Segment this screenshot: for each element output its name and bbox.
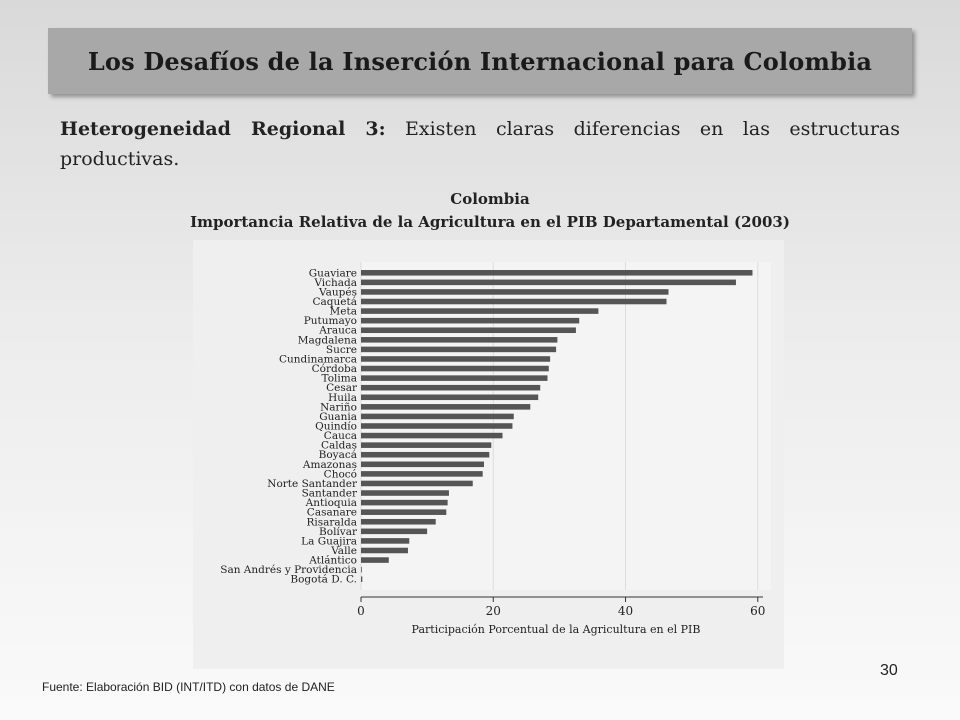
- category-label: Tolima: [322, 373, 357, 385]
- bar: [361, 538, 410, 544]
- category-label: Vichada: [313, 277, 357, 289]
- category-label: Bolívar: [319, 526, 358, 538]
- slide-title-bar: Los Desafíos de la Inserción Internacion…: [48, 28, 912, 94]
- bar: [361, 423, 513, 429]
- category-label: Putumayo: [304, 315, 357, 327]
- bar: [361, 471, 483, 477]
- category-label: Guaviare: [309, 267, 357, 279]
- bar: [361, 499, 448, 506]
- bar: [361, 308, 599, 314]
- bar: [361, 337, 558, 343]
- source-note: Fuente: Elaboración BID (INT/ITD) con da…: [42, 680, 335, 694]
- category-label: Nariño: [320, 401, 357, 413]
- bar: [361, 356, 551, 362]
- intro-text: Existen claras diferencias en las estruc…: [60, 118, 900, 170]
- bar: [361, 528, 428, 535]
- category-label: Valle: [330, 545, 357, 557]
- category-label: Huila: [328, 392, 357, 404]
- category-label: Bogotá D. C.: [290, 574, 357, 586]
- category-label: Casanare: [307, 507, 357, 519]
- category-label: Quindío: [315, 421, 357, 433]
- x-tick-label: 0: [357, 604, 365, 618]
- bar: [361, 432, 503, 439]
- x-tick-label: 20: [486, 604, 501, 618]
- category-label: Meta: [330, 306, 357, 318]
- bar: [361, 451, 490, 458]
- category-label: Caldas: [321, 440, 357, 452]
- category-label: Antioquia: [305, 497, 357, 509]
- bar: [361, 375, 548, 381]
- bar: [361, 576, 363, 582]
- category-label: Magdalena: [298, 334, 357, 346]
- category-label: Risaralda: [306, 516, 357, 528]
- category-label: Guania: [319, 411, 357, 423]
- bar: [361, 566, 362, 573]
- bar: [361, 442, 492, 448]
- bar: [361, 317, 580, 324]
- bar: [361, 518, 436, 525]
- category-label: Chocó: [324, 468, 357, 480]
- chart-title: Colombia: [450, 190, 530, 208]
- bar-chart: GuaviareVichadaVaupésCaquetáMetaPutumayo…: [220, 262, 771, 636]
- category-label: Cesar: [326, 382, 358, 394]
- bar: [361, 461, 484, 468]
- category-label: Santander: [302, 488, 358, 500]
- x-tick-label: 40: [618, 604, 633, 618]
- bar: [361, 346, 557, 353]
- category-label: Cundinamarca: [279, 353, 357, 365]
- bar: [361, 509, 447, 515]
- bar: [361, 270, 753, 276]
- bar: [361, 289, 669, 295]
- category-label: La Guajira: [301, 535, 357, 547]
- x-tick-label: 60: [750, 604, 765, 618]
- category-label: Norte Santander: [267, 478, 358, 490]
- bar: [361, 365, 549, 372]
- intro-bold-label: Heterogeneidad Regional 3:: [60, 118, 386, 140]
- category-label: Arauca: [318, 325, 357, 337]
- page-number: 30: [880, 662, 898, 679]
- chart-area: Guaviare Vichada Vaupés Caquetá Meta Putumayo…: [193, 240, 784, 669]
- bar: [361, 404, 531, 410]
- bar: [361, 384, 541, 391]
- bar: [361, 279, 736, 286]
- category-label: Córdoba: [312, 363, 357, 375]
- x-axis-title: Participación Porcentual de la Agricultu…: [412, 623, 701, 636]
- bar: [361, 394, 539, 401]
- bar: [361, 547, 408, 554]
- category-label: Vaupés: [318, 286, 357, 298]
- category-label: Boyacá: [319, 449, 357, 461]
- slide-title: Los Desafíos de la Inserción Internacion…: [87, 46, 873, 76]
- bar: [361, 480, 473, 487]
- category-label: Cauca: [324, 430, 357, 442]
- category-label: Atlántico: [308, 555, 357, 567]
- category-label: Sucre: [326, 344, 357, 356]
- category-label: Caquetá: [313, 296, 357, 308]
- category-label: San Andrés y Providencia: [220, 564, 357, 576]
- chart-subtitle: Importancia Relativa de la Agricultura e…: [190, 213, 790, 231]
- bar: [361, 490, 449, 496]
- bar: [361, 557, 389, 563]
- bar: [361, 327, 576, 334]
- category-label: Amazonas: [302, 459, 357, 471]
- bar: [361, 413, 514, 420]
- chart-titles: Colombia Importancia Relativa de la Agri…: [0, 188, 960, 234]
- intro-paragraph: Heterogeneidad Regional 3: Existen clara…: [60, 114, 900, 174]
- bar: [361, 298, 667, 305]
